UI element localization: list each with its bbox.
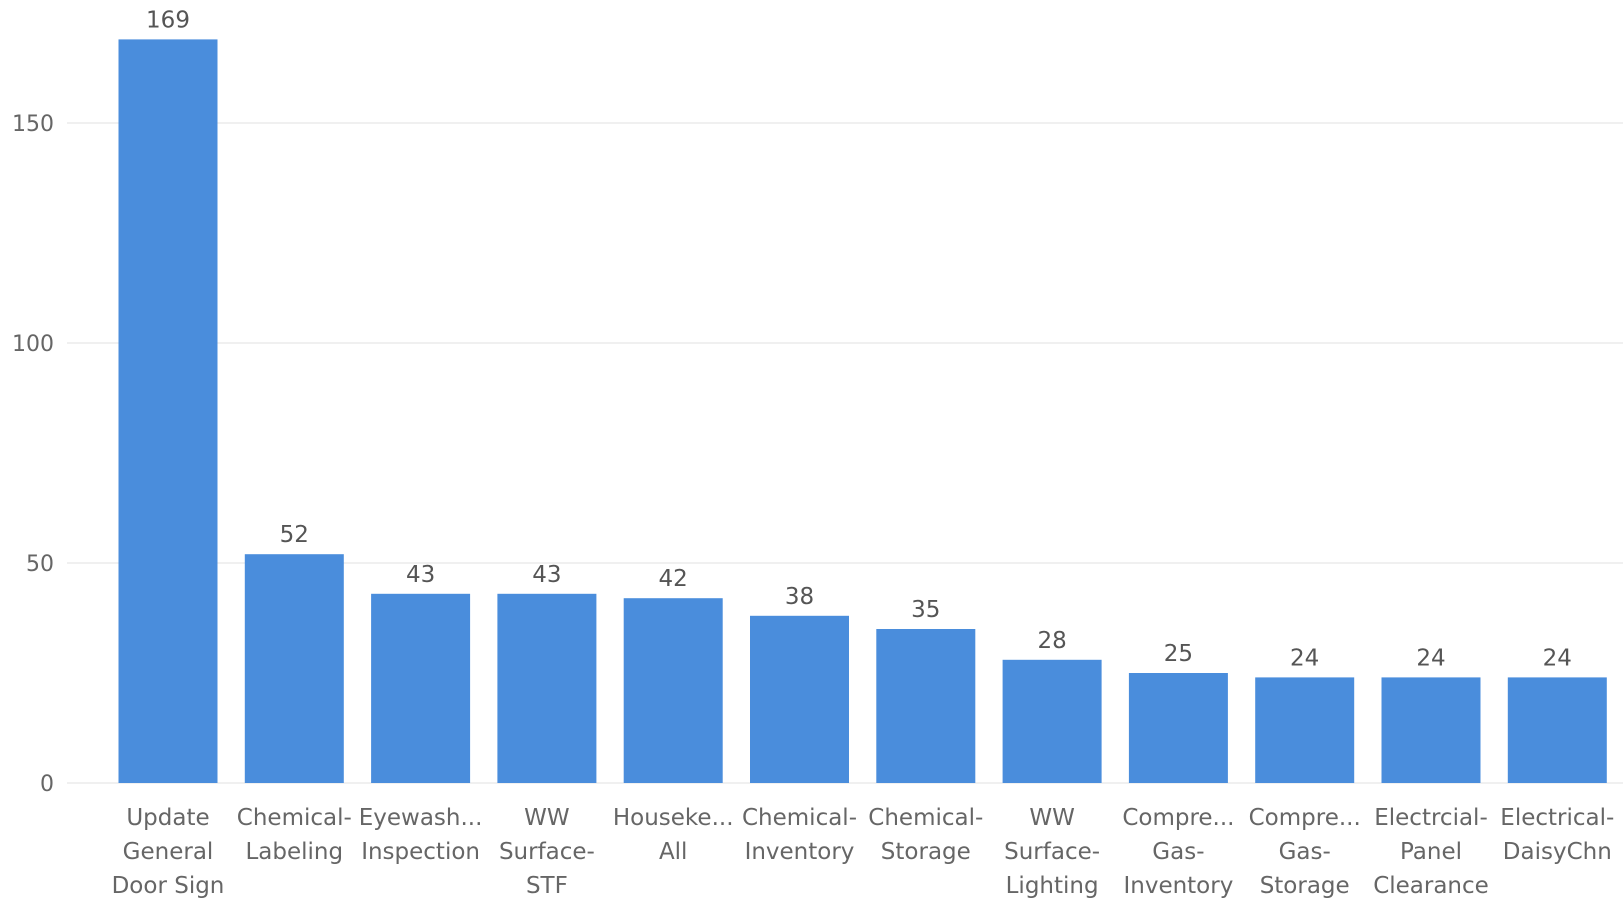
y-tick-label: 150 — [12, 112, 54, 137]
bar[interactable] — [1381, 677, 1481, 783]
category-label: Houseke... — [613, 805, 734, 831]
category-label: Compre... — [1249, 805, 1361, 831]
y-axis-ticks: 0 50 100 150 — [12, 112, 54, 797]
bar[interactable] — [118, 39, 218, 783]
category-label: Labeling — [245, 839, 343, 865]
data-label: 38 — [785, 584, 814, 610]
data-label: 169 — [146, 7, 190, 33]
data-label: 42 — [659, 566, 688, 592]
data-label: 28 — [1037, 628, 1066, 654]
category-label: Chemical- — [742, 805, 857, 831]
bar[interactable] — [1002, 659, 1102, 783]
category-label: Storage — [881, 839, 971, 865]
bar[interactable] — [623, 598, 723, 783]
bar[interactable] — [497, 593, 597, 783]
category-label: WW — [1029, 805, 1074, 831]
category-label: Inspection — [361, 839, 480, 865]
y-tick-label: 100 — [12, 332, 54, 357]
data-label: 24 — [1416, 645, 1445, 671]
data-label: 52 — [280, 522, 309, 548]
category-label: All — [659, 839, 688, 865]
data-label: 24 — [1290, 645, 1319, 671]
category-label: Electrical- — [1500, 805, 1614, 831]
category-label: Gas- — [1279, 839, 1331, 865]
bar[interactable] — [1255, 677, 1355, 783]
category-label: Inventory — [1123, 873, 1233, 899]
category-label: Door Sign — [112, 873, 225, 899]
category-label: Gas- — [1152, 839, 1204, 865]
category-label: Compre... — [1122, 805, 1234, 831]
category-label: Lighting — [1006, 873, 1099, 899]
data-label: 43 — [406, 562, 435, 588]
bar[interactable] — [371, 593, 471, 783]
bars — [118, 39, 1607, 783]
bar[interactable] — [876, 629, 976, 783]
bar[interactable] — [1128, 673, 1228, 783]
category-label: Eyewash... — [359, 805, 483, 831]
category-label: Storage — [1260, 873, 1350, 899]
category-label: DaisyChn — [1503, 839, 1612, 865]
category-label: STF — [526, 873, 568, 899]
data-label: 25 — [1164, 641, 1193, 667]
category-label: Clearance — [1373, 873, 1489, 899]
category-label: General — [123, 839, 214, 865]
category-label: Update — [126, 805, 209, 831]
category-label: Surface- — [1004, 839, 1100, 865]
category-label: Panel — [1400, 839, 1462, 865]
category-label: WW — [524, 805, 569, 831]
data-label: 24 — [1543, 645, 1572, 671]
bar[interactable] — [244, 554, 344, 783]
data-labels: 169 52 43 43 42 38 35 28 25 24 24 24 — [146, 7, 1572, 671]
category-label: Electrcial- — [1374, 805, 1488, 831]
y-tick-label: 0 — [40, 772, 54, 797]
data-label: 35 — [911, 597, 940, 623]
category-label: Chemical- — [868, 805, 983, 831]
category-label: Surface- — [499, 839, 595, 865]
category-label: Inventory — [745, 839, 855, 865]
category-label: Chemical- — [237, 805, 352, 831]
bar[interactable] — [750, 615, 849, 783]
y-tick-label: 50 — [26, 552, 54, 577]
category-labels: Update General Door Sign Chemical- Labeling E… — [112, 805, 1615, 899]
data-label: 43 — [532, 562, 561, 588]
bar[interactable] — [1507, 677, 1607, 783]
